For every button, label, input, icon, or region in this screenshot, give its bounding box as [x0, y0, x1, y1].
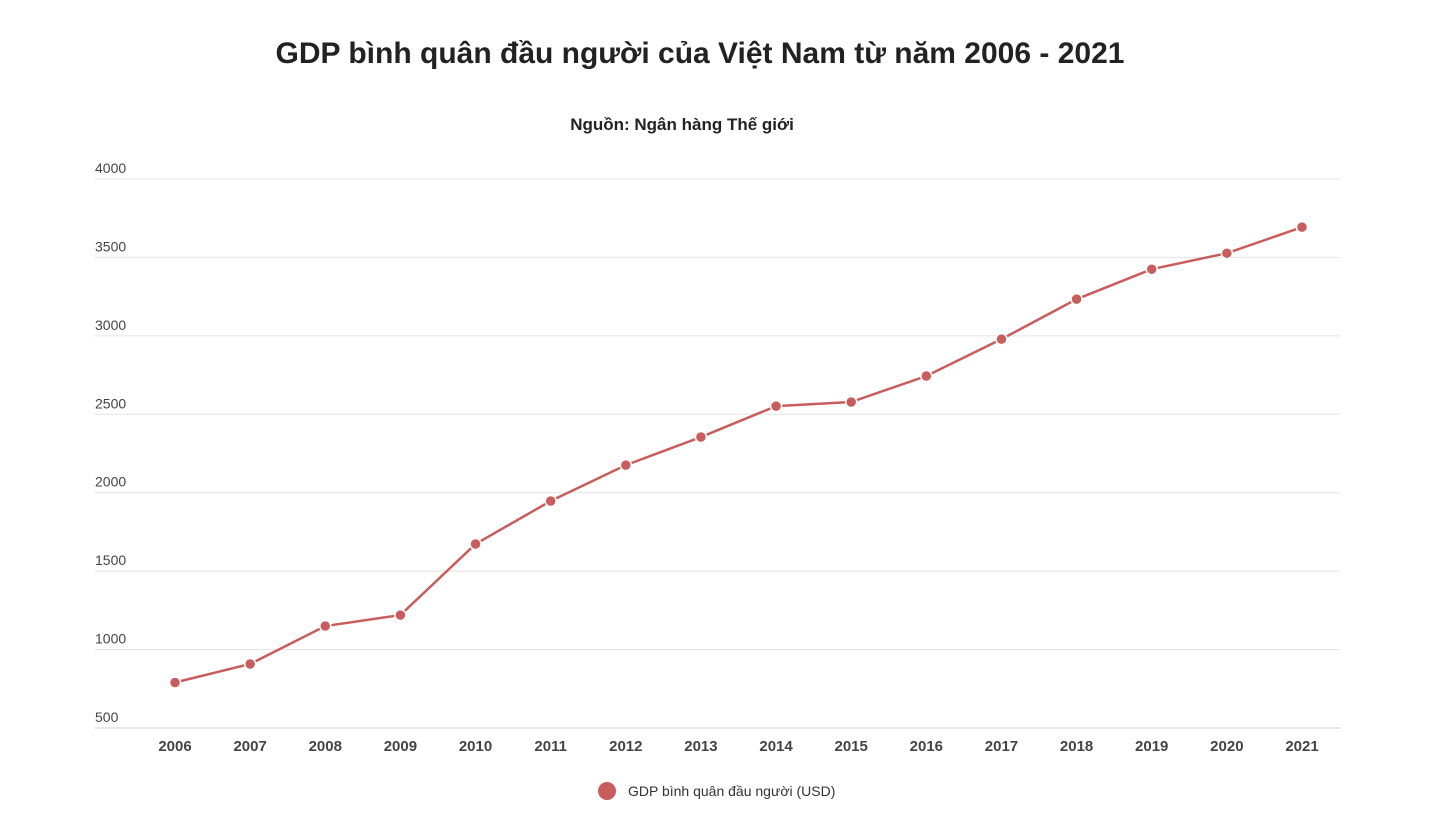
- data-point: [1145, 262, 1158, 276]
- data-point: [920, 369, 933, 383]
- legend-label: GDP bình quân đầu người (USD): [628, 783, 835, 799]
- data-point: [1295, 220, 1309, 234]
- data-point: [694, 430, 708, 444]
- chart-title: GDP bình quân đầu người của Việt Nam từ …: [276, 37, 1125, 70]
- x-tick-label: 2016: [910, 738, 943, 755]
- data-point: [243, 657, 257, 671]
- series-line: [174, 225, 1303, 684]
- legend-marker: [598, 782, 616, 800]
- x-tick-label: 2013: [684, 738, 717, 755]
- x-tick-label: 2011: [534, 738, 567, 755]
- data-point: [469, 537, 482, 551]
- data-point: [995, 332, 1008, 346]
- y-tick-label: 1000: [95, 631, 126, 647]
- y-tick-label: 3500: [95, 238, 126, 254]
- x-tick-label: 2009: [384, 738, 417, 755]
- data-point: [844, 395, 858, 409]
- y-tick-label: 500: [95, 709, 119, 725]
- x-tick-label: 2008: [309, 738, 342, 755]
- data-point: [1220, 246, 1234, 260]
- x-tick-label: 2017: [985, 738, 1018, 755]
- x-tick-label: 2006: [158, 738, 191, 755]
- x-tick-label: 2020: [1210, 738, 1243, 755]
- y-tick-label: 3000: [95, 317, 126, 333]
- data-point: [394, 608, 407, 622]
- y-tick-label: 2000: [95, 474, 126, 490]
- data-point: [544, 494, 557, 508]
- legend: GDP bình quân đầu người (USD): [598, 782, 835, 800]
- data-point: [769, 399, 783, 413]
- x-tick-label: 2014: [759, 738, 793, 755]
- x-tick-label: 2019: [1135, 738, 1168, 755]
- x-tick-label: 2021: [1285, 738, 1318, 755]
- chart-subtitle: Nguồn: Ngân hàng Thế giới: [570, 115, 794, 134]
- y-tick-label: 1500: [95, 552, 126, 568]
- x-tick-label: 2012: [609, 738, 642, 755]
- x-tick-label: 2010: [459, 738, 492, 755]
- data-point: [619, 458, 633, 472]
- y-tick-label: 4000: [95, 160, 126, 176]
- x-tick-label: 2018: [1060, 738, 1093, 755]
- x-tick-label: 2015: [835, 738, 868, 755]
- x-tick-label: 2007: [233, 738, 266, 755]
- data-point: [168, 676, 182, 689]
- data-point: [1070, 292, 1083, 306]
- y-tick-label: 2500: [95, 395, 126, 411]
- data-point: [319, 619, 332, 633]
